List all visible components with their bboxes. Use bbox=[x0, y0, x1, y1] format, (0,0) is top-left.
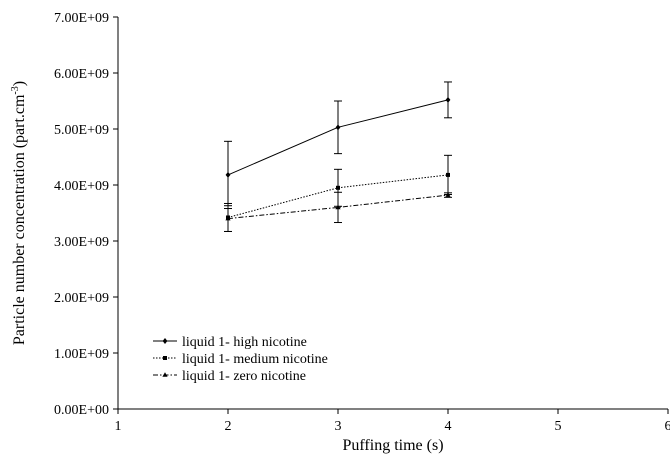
y-tick-label: 5.00E+09 bbox=[54, 123, 109, 138]
data-point bbox=[336, 186, 340, 190]
x-tick-labels: 1 2 3 4 5 6 bbox=[115, 419, 670, 434]
legend-label: liquid 1- high nicotine bbox=[182, 335, 307, 350]
y-tick-label: 2.00E+09 bbox=[54, 291, 109, 306]
axes bbox=[118, 17, 668, 409]
y-axis-title-superscript: -3 bbox=[10, 86, 21, 94]
legend-label: liquid 1- medium nicotine bbox=[182, 352, 328, 367]
series-3 bbox=[224, 192, 452, 231]
legend-marker bbox=[163, 356, 167, 360]
y-tick-labels: 0.00E+00 1.00E+09 2.00E+09 3.00E+09 4.00E+09… bbox=[54, 11, 109, 418]
y-axis-title-main: Particle number concentration (part.cm bbox=[11, 94, 28, 345]
x-tick-label: 1 bbox=[115, 419, 122, 434]
y-tick-label: 3.00E+09 bbox=[54, 235, 109, 250]
data-point bbox=[336, 124, 341, 130]
data-point bbox=[226, 172, 231, 178]
legend-marker bbox=[163, 338, 168, 344]
x-tick-label: 3 bbox=[335, 419, 342, 434]
data-series bbox=[224, 82, 452, 232]
y-tick-label: 1.00E+09 bbox=[54, 347, 109, 362]
y-tick-label: 4.00E+09 bbox=[54, 179, 109, 194]
x-tick-label: 2 bbox=[225, 419, 232, 434]
y-tick-label: 0.00E+00 bbox=[54, 403, 109, 418]
y-tick-label: 7.00E+09 bbox=[54, 11, 109, 26]
legend: liquid 1- high nicotine liquid 1- medium … bbox=[153, 335, 328, 384]
y-axis-title: Particle number concentration (part.cm-3… bbox=[10, 81, 28, 345]
legend-label: liquid 1- zero nicotine bbox=[182, 369, 306, 384]
data-point bbox=[446, 97, 451, 103]
y-axis-title-close: ) bbox=[11, 81, 28, 86]
x-tick-label: 5 bbox=[555, 419, 562, 434]
y-tick-label: 6.00E+09 bbox=[54, 67, 109, 82]
x-axis-title: Puffing time (s) bbox=[342, 437, 443, 454]
x-tick-label: 4 bbox=[445, 419, 452, 434]
x-tick-label: 6 bbox=[665, 419, 670, 434]
data-point bbox=[446, 173, 450, 177]
